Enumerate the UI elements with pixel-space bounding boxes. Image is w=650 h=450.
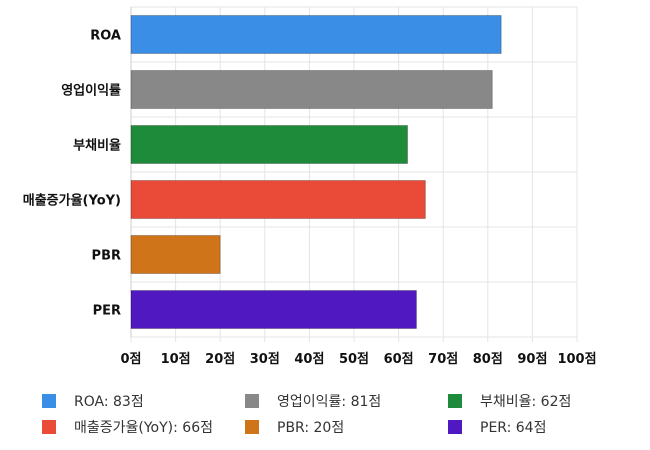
legend-swatch (448, 394, 462, 408)
category-label: PBR (92, 249, 121, 264)
legend-item[interactable]: 매출증가율(YoY): 66점 (42, 416, 213, 438)
legend-swatch (245, 394, 259, 408)
x-tick-label: 60점 (384, 352, 414, 367)
legend-label: 매출증가율(YoY): 66점 (74, 420, 213, 436)
category-label: 영업이익률 (61, 83, 121, 99)
legend-item[interactable]: 부채비율: 62점 (448, 390, 571, 412)
legend-swatch (448, 420, 462, 434)
category-label: 매출증가율(YoY) (23, 193, 121, 209)
x-tick-label: 30점 (250, 352, 280, 367)
x-tick-label: 0점 (120, 352, 141, 367)
category-label: 부채비율 (73, 138, 121, 154)
x-tick-label: 70점 (428, 352, 458, 367)
bar-4 (130, 235, 221, 274)
legend-label: 영업이익률: 81점 (277, 394, 382, 410)
legend-label: 부채비율: 62점 (480, 394, 572, 410)
x-tick-label: 20점 (205, 352, 235, 367)
bar-1 (130, 70, 493, 109)
category-label: ROA (90, 29, 121, 44)
legend-swatch (245, 420, 259, 434)
legend-label: PBR: 20점 (277, 420, 345, 436)
x-tick-label: 100점 (557, 352, 596, 367)
category-label: PER (93, 304, 121, 319)
legend-item[interactable]: 영업이익률: 81점 (245, 390, 381, 412)
legend-label: PER: 64점 (480, 420, 547, 436)
bar-5 (130, 290, 417, 329)
legend-label: ROA: 83점 (74, 394, 144, 410)
x-tick-label: 10점 (161, 352, 191, 367)
legend-item[interactable]: PBR: 20점 (245, 416, 344, 438)
legend-swatch (42, 420, 56, 434)
bar-3 (130, 180, 426, 219)
bar-2 (130, 125, 409, 164)
bar-0 (130, 15, 502, 54)
legend-swatch (42, 394, 56, 408)
x-tick-label: 90점 (517, 352, 547, 367)
x-tick-label: 80점 (473, 352, 503, 367)
x-tick-label: 40점 (294, 352, 324, 367)
legend-item[interactable]: ROA: 83점 (42, 390, 144, 412)
legend-item[interactable]: PER: 64점 (448, 416, 546, 438)
x-tick-label: 50점 (339, 352, 369, 367)
